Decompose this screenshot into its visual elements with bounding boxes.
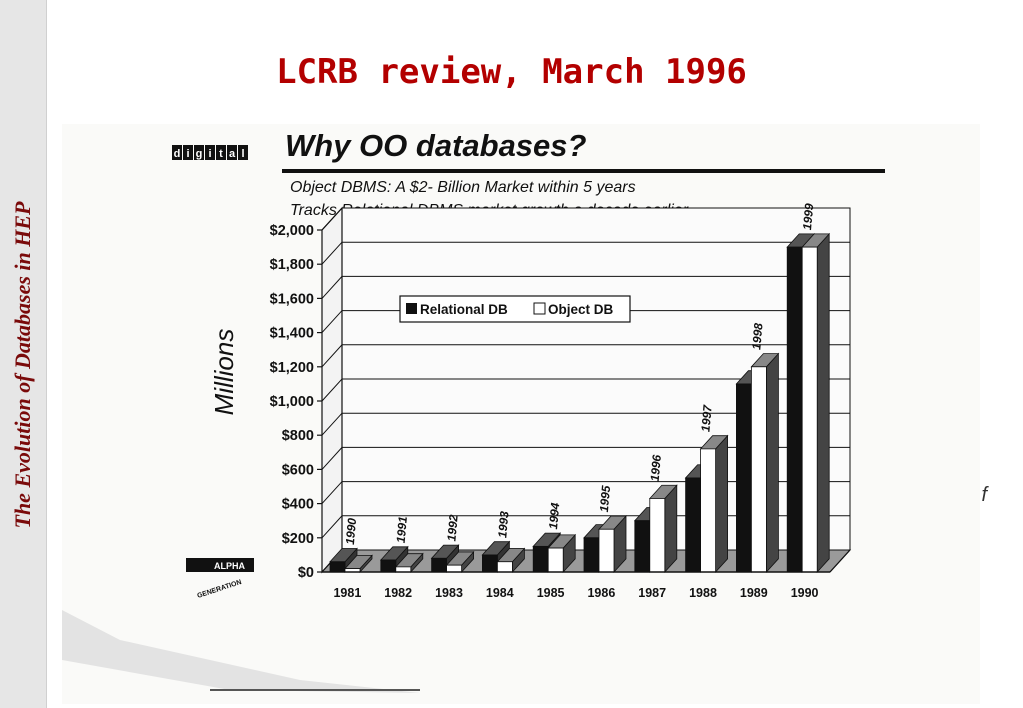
object-year-label: 1999 <box>800 203 816 231</box>
object-year-label: 1990 <box>343 517 359 545</box>
bar-relational <box>532 545 549 573</box>
legend-label-object: Object DB <box>548 302 614 317</box>
y-tick-label: $0 <box>298 565 314 581</box>
x-tick-label: 1982 <box>384 586 412 600</box>
alpha-logo-bottom: GENERATION <box>196 579 242 600</box>
x-tick-label: 1985 <box>537 586 565 600</box>
sidebar: The Evolution of Databases in HEP <box>0 0 47 708</box>
gridline <box>321 310 850 333</box>
object-year-label: 1996 <box>648 454 664 482</box>
x-tick-label: 1983 <box>435 586 463 600</box>
bar-relational <box>329 561 346 573</box>
gridline <box>321 412 850 436</box>
bar-object-side <box>715 434 728 574</box>
y-tick-label: $600 <box>282 462 314 478</box>
object-year-label: 1993 <box>495 510 511 538</box>
digital-logo-box <box>227 145 237 160</box>
y-tick-label: $1,600 <box>270 291 314 307</box>
y-tick-label: $1,200 <box>270 360 314 376</box>
y-tick-label: $1,800 <box>270 257 314 273</box>
legend-swatch-object <box>533 302 546 315</box>
x-tick-label: 1988 <box>689 586 717 600</box>
bar-relational <box>481 554 498 573</box>
object-year-label: 1994 <box>546 502 562 530</box>
bar-object <box>547 547 564 573</box>
bar-relational <box>685 477 701 573</box>
alpha-logo-bar <box>186 558 254 572</box>
plot-area: $0 $200 $400 $600 $800 $1,000 $1,200 $1,400 $1,6… <box>270 203 852 600</box>
bar-object <box>446 564 463 573</box>
gridline <box>321 275 850 299</box>
bar-object <box>395 566 412 573</box>
bar-relational <box>583 537 600 573</box>
digital-logo-box <box>183 145 193 160</box>
x-tick-label: 1987 <box>638 586 666 600</box>
object-year-label: 1991 <box>394 515 410 543</box>
y-axis-label: Millions <box>209 329 239 416</box>
legend-swatch-relational <box>406 303 417 314</box>
gridline <box>321 241 850 265</box>
floor-edge <box>829 549 851 573</box>
alpha-generation-logo: ALPHA GENERATION <box>186 558 254 600</box>
object-year-label: 1995 <box>597 485 613 513</box>
x-tick-label: 1984 <box>486 586 514 600</box>
bar-object <box>649 498 666 573</box>
alpha-logo-top: ALPHA <box>214 561 245 571</box>
chart-subtitle-1: Object DBMS: A $2- Billion Market within… <box>290 179 636 196</box>
bar-relational <box>380 559 397 573</box>
digital-logo-letter: g <box>196 148 203 160</box>
y-tick-label: $400 <box>282 497 314 513</box>
legend: Relational DB Object DB <box>399 295 631 323</box>
digital-logo-box <box>194 145 204 160</box>
bar-object <box>700 448 716 573</box>
x-tick-label: 1986 <box>587 586 615 600</box>
bar-object <box>496 561 513 573</box>
legend-box <box>399 295 631 323</box>
object-year-label: 1997 <box>698 403 714 432</box>
bar-relational <box>736 383 752 573</box>
digital-logo-letter: a <box>229 148 236 160</box>
bar-relational <box>634 520 651 573</box>
y-tick-label: $200 <box>282 531 314 547</box>
digital-logo-letter: t <box>219 148 223 160</box>
digital-logo-letter: d <box>174 148 181 160</box>
bar-object-side <box>664 484 678 574</box>
gridline <box>321 378 850 402</box>
x-tick-label: 1990 <box>791 586 819 600</box>
x-tick-label: 1989 <box>740 586 768 600</box>
gridline <box>321 207 850 231</box>
digital-logo-box <box>238 145 248 160</box>
bar-object-side <box>816 232 830 574</box>
bar-object-side <box>766 352 779 574</box>
y-tick-label: $1,400 <box>270 326 314 342</box>
digital-logo-box <box>216 145 226 160</box>
digital-logo-letter: i <box>186 148 189 160</box>
object-year-label: 1992 <box>444 514 460 542</box>
slide-title: LCRB review, March 1996 <box>276 52 747 92</box>
gridline <box>321 481 850 504</box>
bar-relational <box>431 557 448 573</box>
chart-heading: Why OO databases? <box>285 128 587 163</box>
gridline <box>321 515 850 539</box>
digital-logo-letter: l <box>241 148 244 160</box>
object-year-label: 1998 <box>749 322 765 350</box>
bar-relational <box>786 246 803 573</box>
gridline <box>321 344 850 368</box>
digital-logo-box <box>205 145 215 160</box>
y-tick-label: $2,000 <box>270 223 314 239</box>
digital-logo-letter: i <box>208 148 211 160</box>
legend-label-relational: Relational DB <box>420 302 508 317</box>
y-tick-label: $1,000 <box>270 394 314 410</box>
y-tick-label: $800 <box>282 428 314 444</box>
x-tick-label: 1981 <box>333 586 361 600</box>
scan-shadow <box>62 610 420 693</box>
corner-text: f <box>981 484 987 506</box>
gridline <box>321 446 850 470</box>
digital-logo-box <box>172 145 182 160</box>
bar-object <box>801 246 818 573</box>
bar-object <box>598 528 615 573</box>
bar-object <box>751 366 767 573</box>
